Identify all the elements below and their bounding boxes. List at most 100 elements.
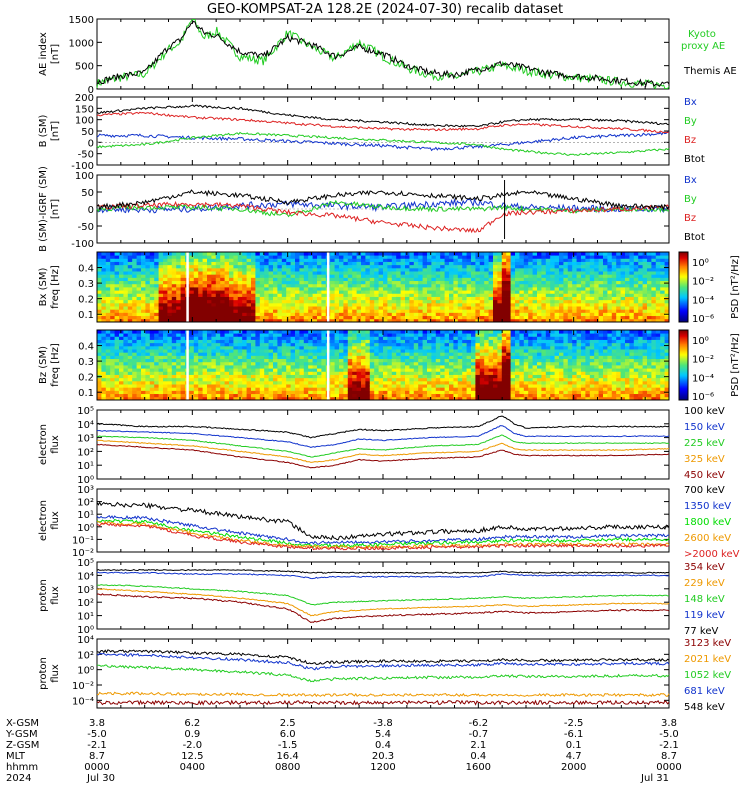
spectrogram-cell	[273, 330, 278, 334]
spectrogram-cell	[374, 380, 379, 385]
spectrogram-cell	[277, 274, 283, 278]
spectrogram-cell	[163, 274, 168, 278]
spectrogram-cell	[149, 336, 155, 340]
spectrogram-cell	[361, 342, 366, 347]
spectrogram-cell	[466, 252, 472, 256]
spectrogram-cell	[369, 387, 375, 391]
spectrogram-cell	[585, 280, 591, 285]
spectrogram-cell	[365, 296, 371, 301]
spectrogram-cell	[211, 315, 217, 320]
spectrogram-cell	[625, 293, 630, 297]
spectrogram-cell	[215, 384, 221, 388]
spectrogram-cell	[620, 318, 626, 323]
spectrogram-cell	[299, 283, 305, 288]
spectrogram-cell	[255, 336, 261, 340]
spectrogram-cell	[312, 358, 318, 363]
spectrogram-cell	[132, 349, 137, 353]
spectrogram-cell	[163, 368, 168, 372]
spectrogram-cell	[255, 306, 261, 310]
spectrogram-cell	[647, 293, 652, 297]
spectrogram-cell	[572, 306, 577, 310]
spectrogram-cell	[141, 274, 146, 278]
spectrogram-cell	[321, 393, 327, 398]
spectrogram-cell	[343, 361, 349, 366]
spectrogram-cell	[171, 345, 177, 350]
spectrogram-cell	[180, 384, 186, 388]
spectrogram-cell	[119, 339, 124, 344]
spectrogram-cell	[286, 306, 291, 310]
spectrogram-cell	[655, 277, 661, 282]
spectrogram-cell	[528, 255, 533, 259]
spectrogram-cell	[189, 306, 195, 310]
spectrogram-cell	[378, 330, 384, 334]
spectrogram-cell	[317, 349, 322, 353]
spectrogram-cell	[132, 342, 137, 347]
spectrogram-cell	[339, 264, 344, 269]
spectrogram-cell	[405, 312, 410, 317]
spectrogram-cell	[418, 315, 423, 320]
spectrogram-cell	[431, 255, 437, 259]
spectrogram-cell	[479, 293, 485, 297]
spectrogram-cell	[97, 384, 102, 388]
spectrogram-cell	[198, 339, 203, 344]
spectrogram-cell	[268, 274, 274, 278]
spectrogram-cell	[361, 271, 366, 275]
spectrogram-cell	[347, 274, 353, 278]
y-tick-label: 1000	[69, 38, 94, 49]
spectrogram-cell	[317, 280, 322, 285]
spectrogram-cell	[127, 345, 133, 350]
spectrogram-cell	[251, 267, 256, 272]
spectrogram-cell	[312, 371, 318, 375]
spectrogram-cell	[114, 299, 120, 304]
spectrogram-cell	[242, 271, 247, 275]
spectrogram-cell	[664, 258, 670, 262]
spectrogram-cell	[189, 390, 195, 395]
spectrogram-cell	[123, 290, 129, 294]
spectrogram-cell	[207, 258, 212, 262]
spectrogram-cell	[114, 390, 120, 395]
spectrogram-cell	[176, 318, 181, 323]
spectrogram-cell	[180, 339, 186, 344]
spectrogram-cell	[193, 318, 199, 323]
spectrogram-cell	[431, 358, 437, 363]
spectrogram-cell	[396, 339, 401, 344]
spectrogram-cell	[383, 355, 388, 360]
spectrogram-cell	[413, 333, 419, 337]
spectrogram-cell	[444, 306, 450, 310]
spectrogram-cell	[620, 280, 626, 285]
spectrogram-cell	[277, 374, 283, 379]
spectrogram-cell	[211, 387, 217, 391]
spectrogram-cell	[149, 387, 155, 391]
spectrogram-cell	[343, 261, 349, 266]
spectrogram-cell	[277, 333, 283, 337]
spectrogram-cell	[295, 280, 300, 285]
spectrogram-cell	[466, 255, 472, 259]
spectrogram-cell	[334, 312, 340, 317]
spectrogram-cell	[576, 255, 582, 259]
spectrogram-cell	[422, 302, 428, 307]
spectrogram-cell	[352, 374, 357, 379]
spectrogram-cell	[356, 365, 362, 369]
spectrogram-cell	[435, 318, 441, 323]
spectrogram-cell	[519, 315, 525, 320]
spectrogram-cell	[149, 290, 155, 294]
spectrogram-cell	[105, 377, 111, 382]
spectrogram-cell	[97, 387, 102, 391]
spectrogram-cell	[132, 336, 137, 340]
spectrogram-cell	[215, 390, 221, 395]
spectrogram-cell	[303, 258, 309, 262]
spectrogram-cell	[405, 342, 410, 347]
spectrogram-cell	[409, 333, 415, 337]
spectrogram-cell	[180, 336, 186, 340]
spectrogram-cell	[391, 274, 397, 278]
spectrogram-cell	[180, 387, 186, 391]
spectrogram-cell	[303, 299, 309, 304]
spectrogram-cell	[396, 252, 401, 256]
spectrogram-cell	[339, 290, 344, 294]
spectrogram-cell	[202, 396, 208, 401]
spectrogram-cell	[229, 361, 234, 366]
spectrogram-cell	[589, 290, 595, 294]
spectrogram-cell	[431, 377, 437, 382]
spectrogram-cell	[413, 355, 419, 360]
spectrogram-cell	[303, 342, 309, 347]
